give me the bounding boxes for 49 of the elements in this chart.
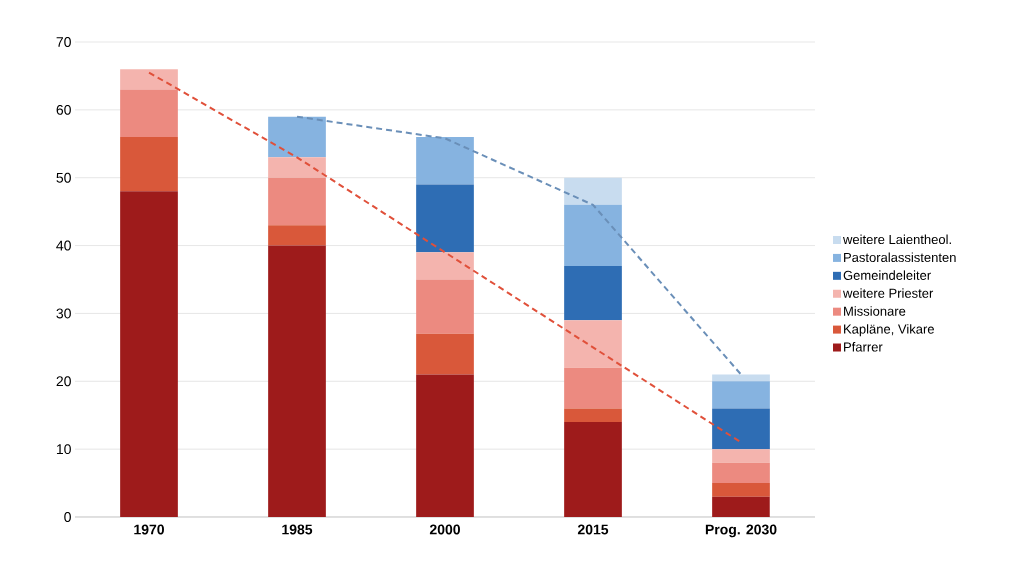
x-tick-label: Prog. 2030 — [705, 524, 777, 538]
bar — [564, 177, 622, 205]
bar — [564, 408, 622, 422]
bar — [120, 89, 178, 137]
legend-label: Pastoralassistenten — [844, 252, 956, 262]
y-tick-label: 10 — [56, 444, 71, 455]
bar — [120, 191, 178, 517]
y-tick-label: 50 — [56, 172, 71, 183]
bar — [712, 449, 770, 463]
bar — [712, 408, 770, 450]
bar — [268, 177, 326, 226]
bar — [712, 381, 770, 409]
legend-label: Missionare — [844, 306, 906, 316]
bar — [416, 279, 474, 334]
bar — [712, 462, 770, 484]
y-tick-label: 60 — [56, 104, 71, 115]
bar — [564, 320, 622, 368]
bar — [268, 225, 326, 246]
legend-label: Gemeindeleiter — [843, 270, 931, 280]
y-tick-label: 40 — [56, 240, 71, 251]
y-tick-label: 70 — [56, 37, 71, 47]
bar — [416, 374, 474, 517]
bar — [120, 137, 178, 192]
bar — [564, 204, 622, 266]
line-series — [296, 115, 743, 376]
y-tick-label: 20 — [56, 376, 71, 387]
bar — [416, 333, 474, 375]
bar — [268, 116, 326, 158]
bar — [564, 367, 622, 409]
x-tick-label: 2000 — [429, 524, 460, 535]
x-tick-label: 2015 — [577, 524, 609, 535]
bar — [268, 245, 326, 517]
bar — [120, 69, 178, 90]
bar — [564, 422, 622, 517]
bar — [416, 252, 474, 280]
x-tick-label: 1985 — [282, 524, 313, 535]
bar — [416, 137, 474, 185]
bar — [416, 184, 474, 253]
y-tick-label: 30 — [56, 308, 71, 319]
bar — [268, 157, 326, 178]
bar — [712, 483, 770, 497]
y-tick-label: 0 — [64, 512, 71, 522]
bar — [712, 496, 770, 517]
legend-label: weitere Laientheol. — [842, 234, 951, 245]
bar — [564, 265, 622, 321]
legend-label: Pfarrer — [844, 342, 883, 352]
legend-label: weitere Priester — [842, 288, 934, 298]
x-tick-label: 1970 — [134, 524, 164, 535]
legend-label: Kapläne, Vikare — [844, 324, 934, 337]
